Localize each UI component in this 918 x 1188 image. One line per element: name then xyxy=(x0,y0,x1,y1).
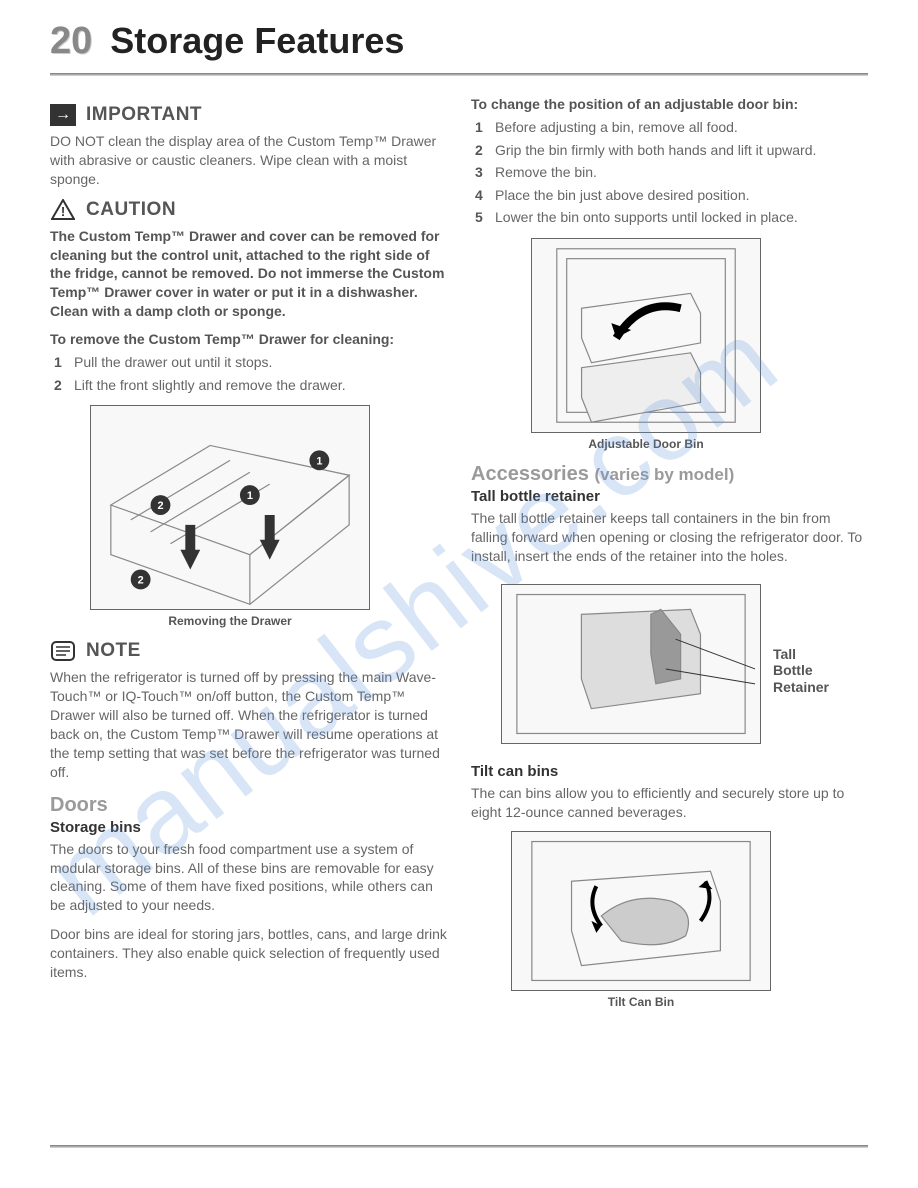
important-body: DO NOT clean the display area of the Cus… xyxy=(50,132,447,189)
storage-bins-p1: The doors to your fresh food compartment… xyxy=(50,840,447,916)
step-text: Before adjusting a bin, remove all food. xyxy=(495,119,738,135)
warning-triangle-icon: ! xyxy=(50,199,76,221)
storage-bins-subheading: Storage bins xyxy=(50,819,447,836)
retainer-illustration-icon xyxy=(502,584,760,744)
figure2-caption: Adjustable Door Bin xyxy=(531,437,761,451)
storage-bins-p2: Door bins are ideal for storing jars, bo… xyxy=(50,925,447,982)
varies-by-model: (varies by model) xyxy=(594,465,734,484)
note-body: When the refrigerator is turned off by p… xyxy=(50,668,447,781)
tall-bottle-subheading: Tall bottle retainer xyxy=(471,488,868,505)
note-callout-head: NOTE xyxy=(50,640,447,662)
svg-text:2: 2 xyxy=(138,575,144,587)
figure4-caption: Tilt Can Bin xyxy=(511,995,771,1009)
remove-steps-list: 1Pull the drawer out until it stops. 2Li… xyxy=(50,353,447,395)
change-position-heading: To change the position of an adjustable … xyxy=(471,96,868,112)
page-title: Storage Features xyxy=(110,20,404,62)
header-rule xyxy=(50,73,868,76)
list-item: 4Place the bin just above desired positi… xyxy=(495,186,868,206)
doors-heading: Doors xyxy=(50,794,447,817)
content-columns: IMPORTANT DO NOT clean the display area … xyxy=(50,96,868,1021)
right-column: To change the position of an adjustable … xyxy=(471,96,868,1021)
left-column: IMPORTANT DO NOT clean the display area … xyxy=(50,96,447,1021)
list-item: 1Pull the drawer out until it stops. xyxy=(74,353,447,373)
figure-tall-bottle-retainer xyxy=(501,584,761,744)
label-line: Bottle xyxy=(773,662,813,678)
step-text: Remove the bin. xyxy=(495,164,597,180)
figure-removing-drawer: 2 2 1 1 xyxy=(90,405,370,610)
tilt-can-subheading: Tilt can bins xyxy=(471,763,868,780)
accessories-heading: Accessories (varies by model) xyxy=(471,463,868,486)
accessories-label: Accessories xyxy=(471,463,589,485)
list-item: 1Before adjusting a bin, remove all food… xyxy=(495,118,868,138)
figure3-wrapper: Tall Bottle Retainer xyxy=(501,576,868,749)
remove-drawer-heading: To remove the Custom Temp™ Drawer for cl… xyxy=(50,331,447,347)
important-callout-head: IMPORTANT xyxy=(50,104,447,126)
tilt-can-body: The can bins allow you to efficiently an… xyxy=(471,784,868,822)
figure-tilt-can-bin xyxy=(511,831,771,991)
important-heading: IMPORTANT xyxy=(86,104,202,126)
step-text: Grip the bin firmly with both hands and … xyxy=(495,142,816,158)
change-steps-list: 1Before adjusting a bin, remove all food… xyxy=(471,118,868,228)
svg-text:!: ! xyxy=(61,204,65,219)
figure1-caption: Removing the Drawer xyxy=(90,614,370,628)
step-text: Lower the bin onto supports until locked… xyxy=(495,209,798,225)
list-item: 3Remove the bin. xyxy=(495,163,868,183)
step-text: Place the bin just above desired positio… xyxy=(495,187,750,203)
note-heading: NOTE xyxy=(86,640,141,662)
figure-adjustable-bin xyxy=(531,238,761,433)
drawer-illustration-icon: 2 2 1 1 xyxy=(91,405,369,610)
tilt-bin-illustration-icon xyxy=(512,831,770,991)
list-item: 5Lower the bin onto supports until locke… xyxy=(495,208,868,228)
step-text: Lift the front slightly and remove the d… xyxy=(74,377,346,393)
list-item: 2Lift the front slightly and remove the … xyxy=(74,376,447,396)
tall-bottle-body: The tall bottle retainer keeps tall cont… xyxy=(471,509,868,566)
caution-body: The Custom Temp™ Drawer and cover can be… xyxy=(50,227,447,321)
arrow-icon xyxy=(50,104,76,126)
step-text: Pull the drawer out until it stops. xyxy=(74,354,272,370)
page-number: 20 xyxy=(50,20,92,63)
svg-text:1: 1 xyxy=(247,490,253,502)
list-item: 2Grip the bin firmly with both hands and… xyxy=(495,141,868,161)
caution-callout-head: ! CAUTION xyxy=(50,199,447,221)
page-header: 20 Storage Features xyxy=(50,20,868,63)
label-line: Tall xyxy=(773,646,796,662)
svg-text:1: 1 xyxy=(316,456,322,468)
door-bin-illustration-icon xyxy=(532,238,760,433)
footer-rule xyxy=(50,1145,868,1148)
note-icon xyxy=(50,640,76,662)
retainer-callout-label: Tall Bottle Retainer xyxy=(773,646,829,696)
label-line: Retainer xyxy=(773,679,829,695)
svg-text:2: 2 xyxy=(157,500,163,512)
caution-heading: CAUTION xyxy=(86,199,176,221)
